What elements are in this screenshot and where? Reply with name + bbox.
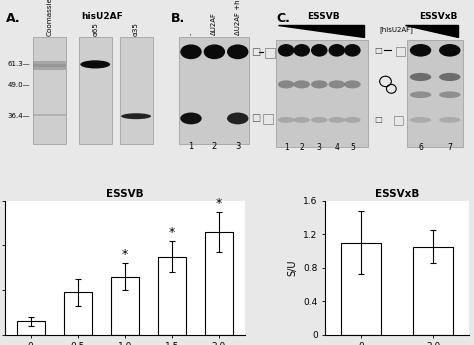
Text: 6: 6 bbox=[418, 144, 423, 152]
FancyBboxPatch shape bbox=[79, 37, 112, 144]
Text: 7: 7 bbox=[447, 144, 452, 152]
Ellipse shape bbox=[121, 113, 151, 119]
Text: 1: 1 bbox=[188, 142, 193, 151]
Text: □: □ bbox=[393, 114, 405, 126]
Text: ESSVB: ESSVB bbox=[307, 12, 339, 21]
Text: *: * bbox=[216, 197, 222, 210]
Text: □: □ bbox=[251, 47, 260, 57]
Ellipse shape bbox=[278, 117, 294, 123]
Ellipse shape bbox=[410, 91, 431, 98]
Text: 2: 2 bbox=[300, 144, 304, 152]
Bar bbox=[205, 232, 233, 335]
Ellipse shape bbox=[439, 73, 461, 81]
Ellipse shape bbox=[439, 44, 461, 57]
Title: ESSVB: ESSVB bbox=[106, 188, 144, 198]
Bar bbox=[341, 243, 381, 335]
FancyBboxPatch shape bbox=[276, 40, 368, 147]
FancyBboxPatch shape bbox=[407, 40, 464, 147]
Text: □: □ bbox=[251, 114, 260, 124]
FancyBboxPatch shape bbox=[179, 37, 249, 144]
Text: [hisU2AF]: [hisU2AF] bbox=[380, 26, 413, 33]
Title: ESSVxB: ESSVxB bbox=[375, 188, 419, 198]
Ellipse shape bbox=[204, 45, 225, 59]
Bar bbox=[110, 277, 139, 335]
Ellipse shape bbox=[180, 45, 202, 59]
Text: -: - bbox=[188, 32, 194, 35]
Bar bbox=[33, 61, 66, 63]
Ellipse shape bbox=[293, 44, 310, 57]
Ellipse shape bbox=[439, 117, 461, 123]
Text: ESSVxB: ESSVxB bbox=[419, 12, 457, 21]
Text: □: □ bbox=[395, 44, 407, 57]
Bar bbox=[17, 321, 45, 335]
Text: □: □ bbox=[374, 116, 382, 125]
FancyBboxPatch shape bbox=[119, 37, 153, 144]
Ellipse shape bbox=[227, 45, 248, 59]
Bar bbox=[64, 292, 92, 335]
Ellipse shape bbox=[328, 80, 345, 88]
Ellipse shape bbox=[80, 60, 110, 68]
Text: 61.3—: 61.3— bbox=[7, 61, 30, 67]
Text: 49.0—: 49.0— bbox=[7, 82, 30, 88]
Text: 5: 5 bbox=[350, 144, 355, 152]
FancyBboxPatch shape bbox=[33, 37, 66, 144]
Bar bbox=[413, 247, 453, 335]
Ellipse shape bbox=[227, 112, 248, 124]
Text: 4: 4 bbox=[334, 144, 339, 152]
Text: □: □ bbox=[261, 111, 274, 126]
Ellipse shape bbox=[344, 44, 361, 57]
Text: □: □ bbox=[264, 45, 276, 59]
Ellipse shape bbox=[328, 117, 345, 123]
Polygon shape bbox=[278, 25, 364, 37]
Text: 3: 3 bbox=[317, 144, 322, 152]
Polygon shape bbox=[405, 25, 457, 37]
Ellipse shape bbox=[344, 80, 361, 88]
Bar bbox=[33, 67, 66, 70]
Text: 3: 3 bbox=[235, 142, 240, 151]
Text: 2: 2 bbox=[212, 142, 217, 151]
Y-axis label: S/U: S/U bbox=[288, 259, 298, 276]
Text: α35: α35 bbox=[133, 21, 139, 36]
Text: *: * bbox=[122, 248, 128, 261]
Bar bbox=[33, 114, 66, 116]
Text: 1: 1 bbox=[284, 144, 289, 152]
Ellipse shape bbox=[311, 80, 328, 88]
Text: ΔU2AF +hisU2AF: ΔU2AF +hisU2AF bbox=[235, 0, 241, 35]
Ellipse shape bbox=[311, 44, 328, 57]
Ellipse shape bbox=[410, 117, 431, 123]
Ellipse shape bbox=[278, 44, 294, 57]
Ellipse shape bbox=[344, 117, 361, 123]
Text: C.: C. bbox=[276, 12, 290, 25]
Text: □: □ bbox=[374, 46, 382, 55]
Text: α65: α65 bbox=[92, 21, 98, 36]
Ellipse shape bbox=[439, 91, 461, 98]
Text: hisU2AF: hisU2AF bbox=[82, 12, 123, 21]
Ellipse shape bbox=[311, 117, 328, 123]
Text: A.: A. bbox=[6, 12, 21, 25]
Ellipse shape bbox=[293, 80, 310, 88]
Ellipse shape bbox=[293, 117, 310, 123]
Bar bbox=[158, 257, 186, 335]
Bar bbox=[33, 64, 66, 67]
Ellipse shape bbox=[410, 73, 431, 81]
Text: *: * bbox=[169, 226, 175, 239]
Ellipse shape bbox=[180, 112, 202, 124]
Text: Coomassie: Coomassie bbox=[46, 0, 53, 36]
Text: 36.4—: 36.4— bbox=[7, 113, 30, 119]
Ellipse shape bbox=[410, 44, 431, 57]
Ellipse shape bbox=[278, 80, 294, 88]
Text: B.: B. bbox=[171, 12, 185, 25]
Ellipse shape bbox=[328, 44, 345, 57]
Text: ΔU2AF: ΔU2AF bbox=[211, 12, 218, 35]
